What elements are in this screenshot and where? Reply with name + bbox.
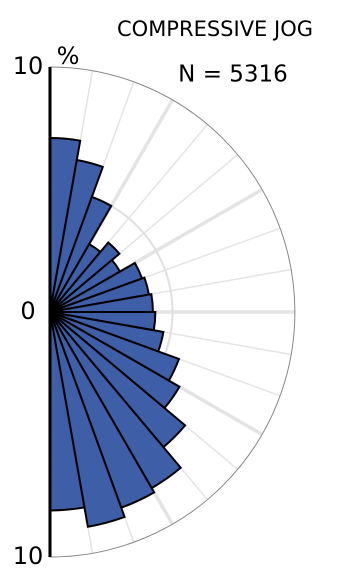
r-tick-label: 10 <box>13 52 44 80</box>
r-tick-label: 0 <box>20 297 35 325</box>
wedge <box>49 311 126 528</box>
wedge <box>49 195 113 313</box>
ring <box>49 66 296 558</box>
r-tick-label: 10 <box>13 542 44 570</box>
wedge <box>49 241 121 313</box>
chart-title: COMPRESSIVE JOG <box>117 17 313 41</box>
axis-label: % <box>57 42 80 70</box>
annotation: N = 5316 <box>178 62 288 88</box>
